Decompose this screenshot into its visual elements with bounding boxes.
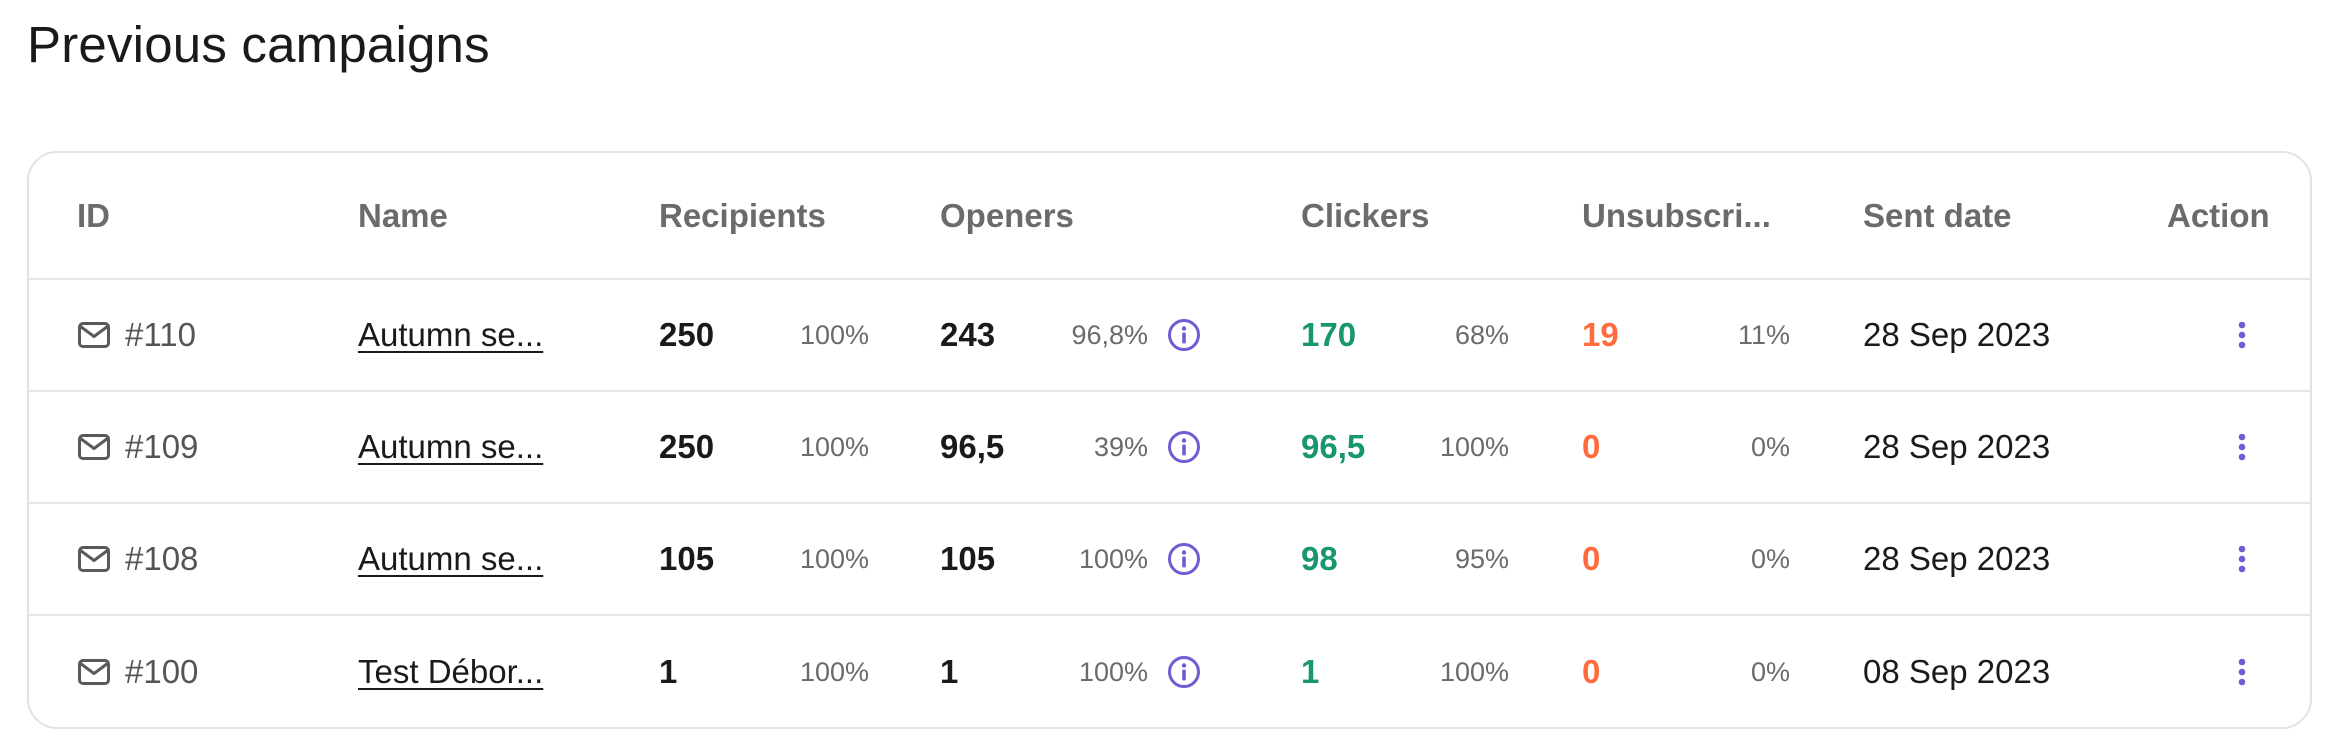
unsubscribers-percent: 11% [1737, 319, 1790, 350]
unsubscribers-count: 0 [1582, 653, 1601, 690]
recipients-percent: 100% [799, 431, 869, 462]
recipients-count: 250 [659, 316, 715, 353]
campaign-id: #108 [125, 540, 199, 577]
table-row: #100 Test Débor... 1 100% 1 100% 1 100% … [29, 616, 2310, 727]
campaign-name-link[interactable]: Autumn se... [358, 316, 544, 353]
clickers-count: 96,5 [1301, 428, 1366, 465]
mail-icon [77, 504, 111, 614]
mail-icon [77, 616, 111, 727]
recipients-percent: 100% [799, 656, 869, 687]
table-row: #109 Autumn se... 250 100% 96,5 39% 96,5… [29, 392, 2310, 504]
openers-percent: 39% [1093, 431, 1148, 462]
unsubscribers-percent: 0% [1750, 543, 1790, 574]
openers-percent: 96,8% [1071, 319, 1148, 350]
more-vertical-icon[interactable] [2222, 392, 2262, 502]
openers-percent: 100% [1078, 656, 1148, 687]
table-row: #110 Autumn se... 250 100% 243 96,8% 170… [29, 280, 2310, 392]
unsubscribers-percent: 0% [1750, 656, 1790, 687]
info-icon[interactable] [1164, 616, 1204, 727]
info-icon[interactable] [1164, 504, 1204, 614]
column-header-openers[interactable]: Openers [940, 196, 1074, 234]
campaigns-table: ID Name Recipients Openers Clickers Unsu… [27, 151, 2312, 729]
campaign-id: #109 [125, 428, 199, 465]
openers-count: 105 [940, 540, 996, 577]
recipients-count: 250 [659, 428, 715, 465]
more-vertical-icon[interactable] [2222, 280, 2262, 390]
column-header-sent-date[interactable]: Sent date [1863, 196, 2012, 234]
openers-count: 243 [940, 316, 996, 353]
clickers-percent: 100% [1439, 656, 1509, 687]
column-header-clickers[interactable]: Clickers [1301, 196, 1430, 234]
campaign-name-link[interactable]: Autumn se... [358, 428, 544, 465]
unsubscribers-count: 0 [1582, 540, 1601, 577]
openers-percent: 100% [1078, 543, 1148, 574]
mail-icon [77, 280, 111, 390]
clickers-count: 98 [1301, 540, 1338, 577]
openers-count: 96,5 [940, 428, 1005, 465]
mail-icon [77, 392, 111, 502]
clickers-count: 1 [1301, 653, 1320, 690]
recipients-percent: 100% [799, 319, 869, 350]
column-header-unsubscribers[interactable]: Unsubscri... [1582, 196, 1771, 234]
openers-count: 1 [940, 653, 959, 690]
sent-date: 28 Sep 2023 [1863, 540, 2051, 577]
sent-date: 28 Sep 2023 [1863, 316, 2051, 353]
sent-date: 28 Sep 2023 [1863, 428, 2051, 465]
campaign-name-link[interactable]: Test Débor... [358, 653, 544, 690]
table-header: ID Name Recipients Openers Clickers Unsu… [29, 153, 2310, 280]
recipients-count: 1 [659, 653, 678, 690]
column-header-id[interactable]: ID [77, 196, 110, 234]
more-vertical-icon[interactable] [2222, 504, 2262, 614]
column-header-action: Action [2167, 196, 2270, 234]
recipients-percent: 100% [799, 543, 869, 574]
unsubscribers-count: 0 [1582, 428, 1601, 465]
unsubscribers-percent: 0% [1750, 431, 1790, 462]
clickers-count: 170 [1301, 316, 1357, 353]
clickers-percent: 95% [1454, 543, 1509, 574]
unsubscribers-count: 19 [1582, 316, 1619, 353]
recipients-count: 105 [659, 540, 715, 577]
campaign-id: #110 [125, 316, 196, 353]
column-header-name[interactable]: Name [358, 196, 448, 234]
campaign-name-link[interactable]: Autumn se... [358, 540, 544, 577]
info-icon[interactable] [1164, 280, 1204, 390]
clickers-percent: 100% [1439, 431, 1509, 462]
page-title: Previous campaigns [27, 16, 490, 73]
clickers-percent: 68% [1454, 319, 1509, 350]
column-header-recipients[interactable]: Recipients [659, 196, 826, 234]
campaign-id: #100 [125, 653, 199, 690]
sent-date: 08 Sep 2023 [1863, 653, 2051, 690]
more-vertical-icon[interactable] [2222, 616, 2262, 727]
info-icon[interactable] [1164, 392, 1204, 502]
table-row: #108 Autumn se... 105 100% 105 100% 98 9… [29, 504, 2310, 616]
